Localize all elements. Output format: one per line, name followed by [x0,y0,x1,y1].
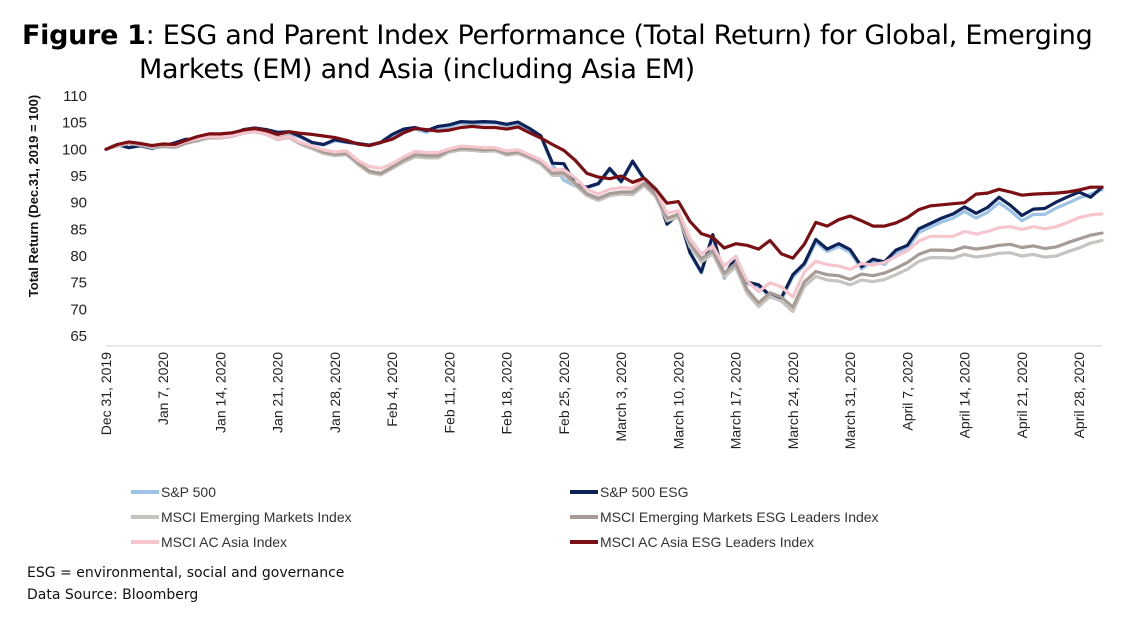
x-tick-label: Jan 7, 2020 [155,352,171,425]
footer-note: ESG = environmental, social and governan… [27,565,345,581]
legend-item: S&P 500 ESG [570,484,688,500]
figure-label: Figure 1 [22,20,146,51]
series-line-msci-ac-asia-esg-leaders-index [104,124,1104,260]
data-source: Data Source: Bloomberg [27,587,199,603]
legend-item: S&P 500 [131,484,216,500]
x-tick-label: April 7, 2020 [899,352,915,431]
x-tick-label: Feb 18, 2020 [499,352,515,435]
x-tick-label: March 3, 2020 [613,352,629,442]
x-tick-label: March 17, 2020 [728,352,744,449]
x-tick-label: April 21, 2020 [1014,352,1030,439]
chart-title-text: : ESG and Parent Index Performance (Tota… [145,20,1093,51]
x-tick-label: Feb 25, 2020 [556,352,572,435]
legend-item: MSCI AC Asia ESG Leaders Index [570,534,814,550]
chart-title-line1: Figure 1: ESG and Parent Index Performan… [22,20,1093,51]
legend-swatch [570,515,598,519]
x-tick-label: March 24, 2020 [785,352,801,449]
legend-swatch [570,540,598,544]
y-tick-label: 85 [70,221,87,238]
x-tick-label: Jan 28, 2020 [327,352,343,433]
legend-swatch [570,490,598,494]
y-tick-label: 90 [70,195,87,212]
x-tick-label: Feb 11, 2020 [441,352,457,434]
y-tick-label: 95 [70,168,87,185]
legend-swatch [131,540,159,544]
y-tick-label: 75 [70,275,87,292]
y-tick-label: 110 [63,88,87,105]
y-tick-label: 105 [62,115,87,132]
series-line-msci-ac-asia-index [104,129,1104,299]
series-line-s-p-500-esg [104,119,1104,300]
legend-label: S&P 500 [161,484,217,500]
x-tick-label: March 31, 2020 [842,352,858,449]
chart-title-line2: Markets (EM) and Asia (including Asia EM… [139,54,695,85]
y-tick-label: 65 [70,328,87,345]
x-tick-label: April 28, 2020 [1071,352,1087,439]
series-line-msci-emerging-markets-index [104,130,1104,314]
legend-swatch [131,490,159,494]
legend-item: MSCI AC Asia Index [131,534,287,550]
legend-label: MSCI AC Asia Index [161,534,288,550]
y-tick-label: 70 [70,301,87,318]
y-axis: 65 70 75 80 85 90 95 100 105 110 [62,88,87,345]
series-lines [104,119,1104,314]
legend-swatch [131,515,159,519]
legend-item: MSCI Emerging Markets Index [131,509,352,525]
legend-item: MSCI Emerging Markets ESG Leaders Index [570,509,879,525]
x-tick-label: Jan 14, 2020 [212,352,228,433]
y-tick-label: 80 [70,248,87,265]
legend-label: MSCI Emerging Markets Index [161,509,352,525]
x-tick-label: March 10, 2020 [670,352,686,449]
x-tick-label: April 14, 2020 [957,352,973,439]
series-line-s-p-500 [104,121,1104,302]
y-axis-label: Total Return (Dec.31, 2019 = 100) [26,95,41,297]
legend-label: MSCI Emerging Markets ESG Leaders Index [600,509,879,525]
x-tick-label: Jan 21, 2020 [270,352,286,433]
y-tick-label: 100 [62,141,87,158]
x-axis: Dec 31, 2019 Jan 7, 2020 Jan 14, 2020 Jan 2… [98,345,1102,449]
legend-label: MSCI AC Asia ESG Leaders Index [600,534,814,550]
legend-label: S&P 500 ESG [600,484,689,500]
x-tick-label: Feb 4, 2020 [384,352,400,427]
x-tick-label: Dec 31, 2019 [98,352,114,435]
